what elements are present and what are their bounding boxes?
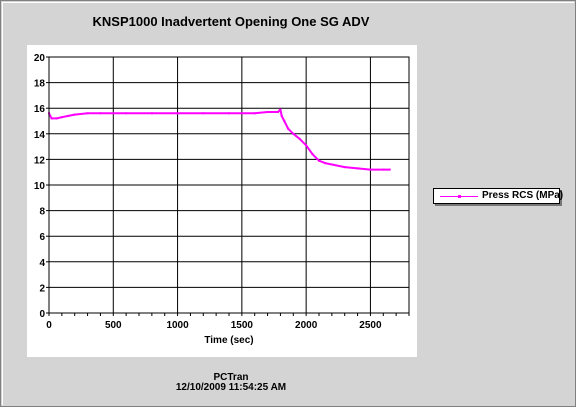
plot-panel: 0 500 1000 1500 2000 2500 0 2 4 6 8 10 12 14 16 18 20 Ti…	[27, 45, 417, 357]
x-tick-label: 1500	[231, 320, 254, 331]
data-point	[292, 132, 295, 135]
legend: Press RCS (MPa)	[433, 188, 564, 204]
data-point	[55, 117, 58, 120]
y-tick-label: 12	[34, 155, 46, 166]
axis-ticks	[46, 56, 410, 316]
y-tick-label: 2	[39, 283, 45, 294]
chart-title: KNSP1000 Inadvertent Opening One SG ADV	[92, 14, 370, 29]
x-tick-label: 1000	[166, 320, 189, 331]
data-point	[176, 112, 179, 115]
chart-svg: 0 500 1000 1500 2000 2500 0 2 4 6 8 10 12 14 16 18 20 Ti…	[34, 53, 410, 346]
data-point	[86, 112, 89, 115]
data-point	[73, 113, 76, 116]
footer-app-name: PCTran	[213, 372, 249, 383]
y-tick-label: 20	[34, 53, 46, 64]
y-tick-label: 14	[34, 130, 46, 141]
data-point	[228, 112, 230, 115]
data-point	[324, 162, 327, 165]
legend-label: Press RCS (MPa)	[482, 190, 564, 201]
data-point	[330, 163, 333, 166]
data-point	[283, 120, 286, 122]
data-point	[280, 114, 283, 117]
data-point	[202, 112, 205, 115]
data-point	[125, 112, 128, 115]
data-point	[298, 137, 301, 140]
data-point	[50, 117, 53, 120]
data-point	[99, 112, 102, 115]
data-point	[311, 153, 314, 156]
data-point	[305, 144, 308, 147]
x-axis-label: Time (sec)	[204, 335, 253, 346]
y-tick-label: 10	[34, 181, 46, 192]
footer-timestamp: 12/10/2009 11:54:25 AM	[175, 382, 287, 393]
data-point	[369, 168, 372, 171]
data-point	[276, 111, 279, 113]
data-point	[356, 167, 359, 170]
x-tick-label: 500	[105, 320, 122, 331]
data-point	[279, 108, 282, 111]
data-point	[67, 114, 70, 117]
y-tick-label: 0	[39, 309, 45, 320]
y-tick-label: 4	[39, 258, 45, 269]
x-tick-label: 2500	[359, 320, 382, 331]
plot-border	[48, 56, 410, 314]
data-point	[150, 112, 153, 115]
data-point	[382, 168, 385, 171]
x-tick-label: 2000	[295, 320, 318, 331]
data-point	[253, 112, 256, 115]
data-point	[343, 166, 346, 169]
grid-lines	[48, 56, 409, 314]
x-tick-label: 0	[46, 320, 52, 331]
y-tick-label: 18	[34, 79, 46, 90]
legend-swatch	[440, 195, 478, 198]
y-tick-label: 6	[39, 232, 45, 243]
data-point	[388, 168, 391, 171]
data-point	[266, 111, 269, 113]
data-point	[60, 116, 63, 119]
series-layer	[48, 108, 391, 171]
series-line	[48, 108, 390, 171]
y-tick-label: 8	[39, 207, 45, 218]
tick-labels: 0 500 1000 1500 2000 2500 0 2 4 6 8 10 12 14 16 18 20	[34, 53, 382, 331]
y-tick-label: 16	[34, 104, 46, 115]
data-point	[318, 159, 320, 162]
data-point	[287, 127, 290, 130]
